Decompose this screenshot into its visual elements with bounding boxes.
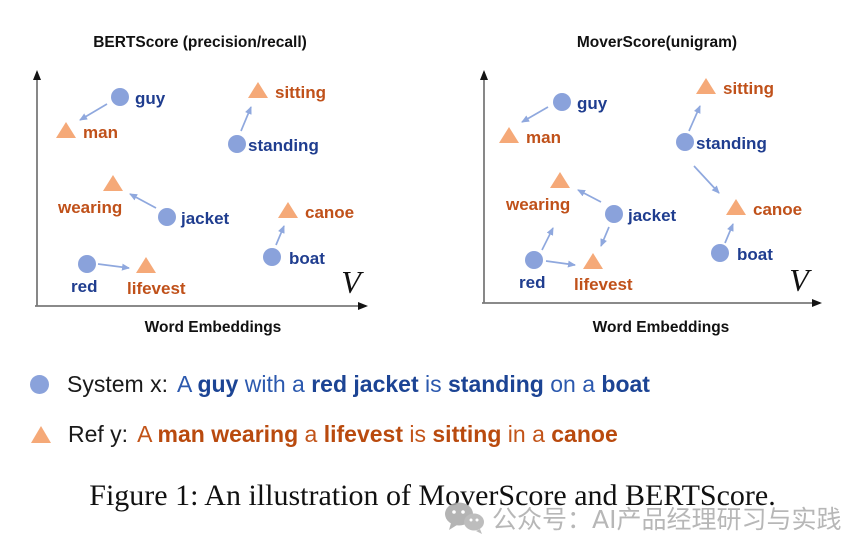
legend-word: man wearing [157, 421, 299, 447]
point-label-wearing: wearing [505, 195, 570, 214]
point-triangle-sitting [248, 82, 268, 98]
legend-word: on a [543, 371, 602, 397]
point-label-wearing: wearing [57, 198, 122, 217]
alignment-arrow-boat-canoe [724, 223, 734, 244]
alignment-arrow-standing-sitting [688, 105, 701, 132]
watermark-text: 公众号：AI产品经理研习与实践 [492, 505, 842, 534]
legend-word: standing [448, 371, 544, 397]
point-circle-standing [676, 133, 694, 151]
legend-system-label: System x: [67, 371, 168, 397]
point-triangle-sitting [696, 78, 716, 94]
point-label-red: red [519, 273, 545, 292]
point-label-lifevest: lifevest [574, 275, 633, 294]
point-label-guy: guy [135, 89, 166, 108]
legend-word: sitting [432, 421, 502, 447]
point-triangle-wearing [103, 175, 123, 191]
point-label-sitting: sitting [275, 83, 326, 102]
alignment-arrow-jacket-wearing [129, 193, 157, 209]
point-triangle-man [499, 127, 519, 143]
point-circle-guy [553, 93, 571, 111]
wechat-icon [445, 502, 484, 534]
legend-word: A [137, 421, 158, 447]
watermark: 公众号：AI产品经理研习与实践 [443, 500, 841, 536]
alignment-arrow-boat-canoe [275, 225, 285, 246]
point-circle-guy [111, 88, 129, 106]
legend-word: is [418, 371, 448, 397]
point-label-red: red [71, 277, 97, 296]
legend-ref-sentence: A man wearing a lifevest is sitting in a… [137, 421, 618, 448]
point-label-jacket: jacket [180, 209, 230, 228]
system-circle-icon [30, 375, 49, 394]
legend-system-sentence: A guy with a red jacket is standing on a… [177, 371, 650, 398]
point-triangle-lifevest [583, 253, 603, 269]
alignment-arrow-jacket-wearing [577, 189, 602, 203]
panel-moverscore: MoverScore(unigram) Word Embeddings Vguyma… [480, 34, 822, 336]
point-label-sitting: sitting [723, 79, 774, 98]
point-label-lifevest: lifevest [127, 279, 186, 298]
panel-title: BERTScore (precision/recall) [93, 34, 307, 51]
legend-row-ref: Ref y: A man wearing a lifevest is sitti… [30, 421, 618, 448]
panel-bertscore: BERTScore (precision/recall) Word Embeddi… [33, 34, 368, 336]
point-label-canoe: canoe [753, 200, 802, 219]
legend-word: canoe [551, 421, 618, 447]
point-label-canoe: canoe [305, 203, 354, 222]
point-triangle-wearing [550, 172, 570, 188]
legend-word: a [298, 421, 324, 447]
alignment-arrow-standing-sitting [240, 106, 252, 132]
point-circle-jacket [158, 208, 176, 226]
point-circle-standing [228, 135, 246, 153]
alignment-arrow-guy-man [521, 106, 549, 123]
point-label-man: man [526, 128, 561, 147]
panel-title: MoverScore(unigram) [577, 34, 737, 51]
figure-caption: Figure 1: An illustration of MoverScore … [89, 479, 776, 512]
ref-triangle-icon [31, 426, 51, 443]
alignment-arrow-jacket-lifevest [600, 226, 610, 247]
point-label-standing: standing [696, 134, 767, 153]
point-label-man: man [83, 123, 118, 142]
alignment-arrow-red-lifevest [545, 260, 576, 268]
point-circle-boat [263, 248, 281, 266]
point-label-standing: standing [248, 136, 319, 155]
point-triangle-canoe [278, 202, 298, 218]
point-label-jacket: jacket [627, 206, 677, 225]
legend-word: red jacket [311, 371, 419, 397]
script-v-symbol: V [789, 262, 812, 298]
legend-word: in a [501, 421, 552, 447]
alignment-arrow-red-wearing [541, 227, 554, 251]
alignment-arrow-standing-canoe [693, 165, 720, 194]
point-label-guy: guy [577, 94, 608, 113]
alignment-arrow-red-lifevest [97, 263, 130, 271]
legend-word: guy [197, 371, 239, 397]
legend-word: lifevest [323, 421, 403, 447]
point-label-boat: boat [737, 245, 773, 264]
legend-word: is [403, 421, 433, 447]
legend-word: A [176, 371, 198, 397]
legend-row-system: System x: A guy with a red jacket is sta… [30, 371, 650, 398]
legend-word: boat [601, 371, 650, 397]
point-triangle-lifevest [136, 257, 156, 273]
point-circle-red [525, 251, 543, 269]
point-circle-red [78, 255, 96, 273]
point-triangle-man [56, 122, 76, 138]
x-axis-label: Word Embeddings [145, 319, 282, 336]
legend-ref-label: Ref y: [68, 421, 129, 447]
alignment-arrow-guy-man [79, 103, 108, 121]
point-circle-jacket [605, 205, 623, 223]
x-axis-label: Word Embeddings [593, 319, 730, 336]
script-v-symbol: V [341, 264, 364, 300]
point-circle-boat [711, 244, 729, 262]
legend-word: with a [238, 371, 312, 397]
point-label-boat: boat [289, 249, 325, 268]
point-triangle-canoe [726, 199, 746, 215]
